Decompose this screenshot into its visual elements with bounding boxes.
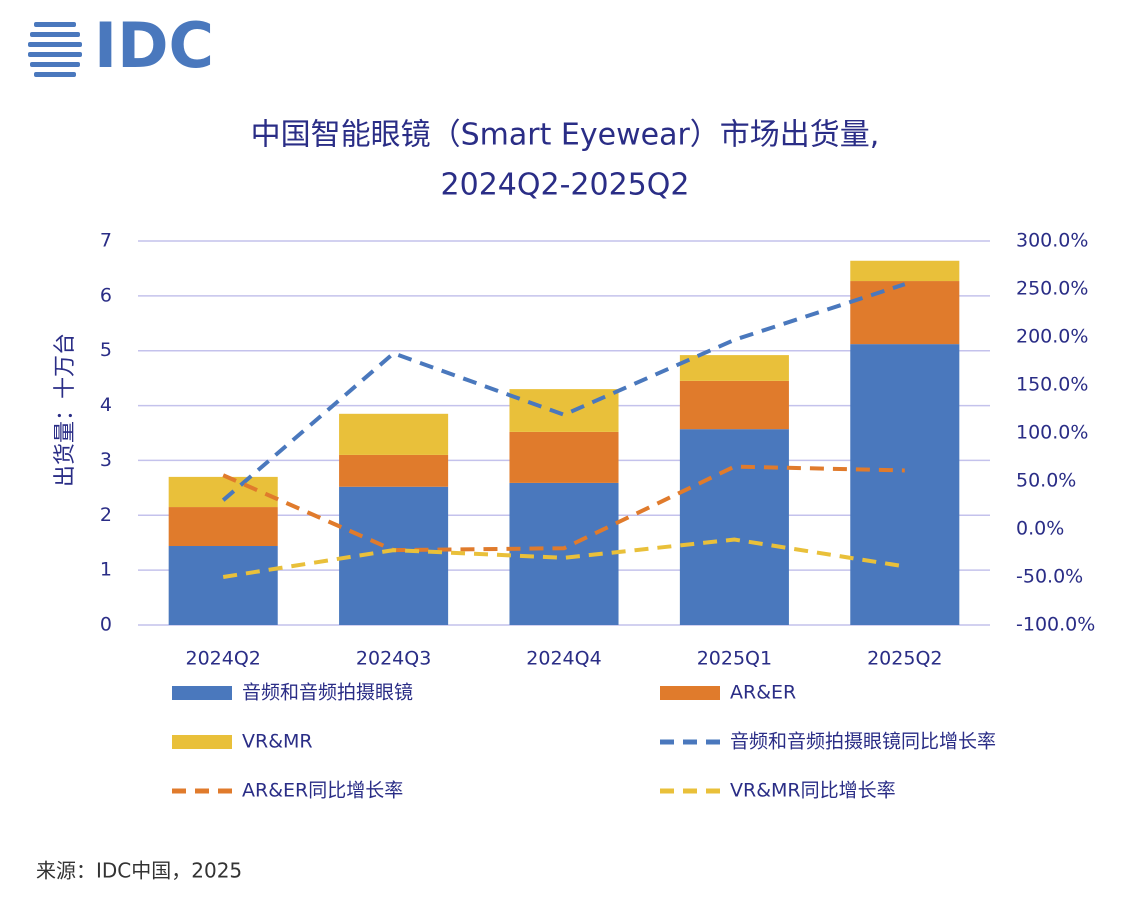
y2-tick-label: 200.0% (1016, 326, 1088, 348)
bar (679, 429, 789, 625)
y2-tick-label: 50.0% (1016, 470, 1076, 492)
bar (168, 546, 278, 625)
y2-tick-label: -50.0% (1016, 566, 1083, 588)
y-tick-label: 0 (100, 614, 112, 636)
y2-tick-label: 100.0% (1016, 422, 1088, 444)
x-tick-label: 2025Q2 (867, 648, 942, 670)
y2-tick-label: 250.0% (1016, 278, 1088, 300)
line (222, 464, 905, 553)
bar (850, 344, 960, 625)
legend-label: VR&MR (242, 731, 313, 753)
line (221, 282, 906, 502)
bar (168, 476, 278, 508)
chart-subtitle: 2024Q2-2025Q2 (441, 168, 690, 203)
bar (850, 260, 960, 282)
bar (168, 507, 278, 547)
y2-tick-label: 0.0% (1016, 518, 1064, 540)
legend-label: 音频和音频拍摄眼镜 (242, 682, 413, 704)
y2-tick-label: 150.0% (1016, 374, 1088, 396)
bar (679, 380, 789, 430)
bar (850, 281, 960, 345)
y2-tick-label: 300.0% (1016, 230, 1088, 252)
y-tick-label: 1 (100, 559, 112, 581)
y-tick-label: 6 (100, 284, 112, 306)
x-tick-label: 2024Q3 (356, 648, 431, 670)
x-tick-label: 2024Q2 (185, 648, 260, 670)
bar (679, 355, 789, 381)
logo: IDC (94, 9, 214, 82)
y-tick-label: 4 (100, 394, 112, 416)
legend-label: AR&ER同比增长率 (242, 780, 403, 802)
chart-title: 中国智能眼镜（Smart Eyewear）市场出货量, (251, 118, 880, 153)
legend-swatch (660, 686, 720, 700)
bar (509, 431, 619, 483)
bar (339, 413, 449, 455)
bar (339, 454, 449, 487)
x-tick-label: 2025Q1 (697, 648, 772, 670)
legend-label: 音频和音频拍摄眼镜同比增长率 (730, 731, 996, 753)
line (222, 537, 906, 579)
y2-tick-label: -100.0% (1016, 614, 1095, 636)
x-tick-label: 2024Q4 (526, 648, 601, 670)
legend-swatch (172, 735, 232, 749)
legend-label: VR&MR同比增长率 (730, 780, 896, 802)
bar (339, 486, 449, 625)
y-tick-label: 3 (100, 449, 112, 471)
legend-swatch (172, 686, 232, 700)
logo-icon (28, 22, 82, 77)
source: 来源：IDC中国，2025 (36, 859, 242, 883)
legend-label: AR&ER (730, 682, 796, 704)
bar (509, 389, 619, 432)
y-tick-label: 7 (100, 230, 112, 252)
y-tick-label: 2 (100, 504, 112, 526)
y-axis-label: 出货量：十万台 (53, 333, 78, 487)
y-tick-label: 5 (100, 339, 112, 361)
